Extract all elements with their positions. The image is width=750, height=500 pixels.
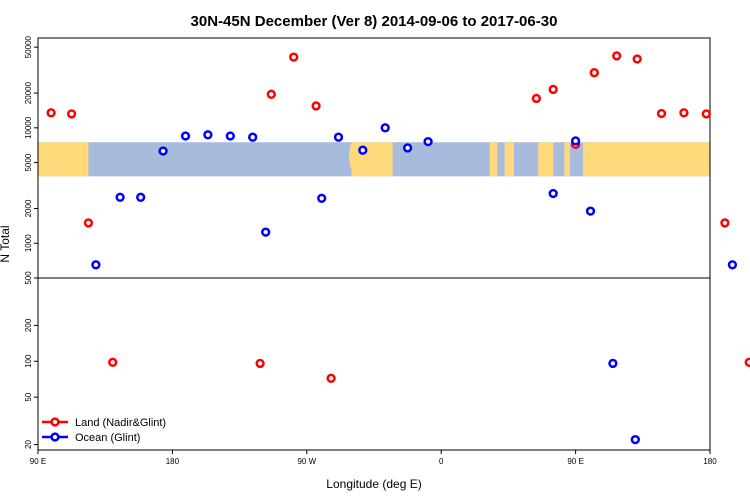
legend: Land (Nadir&Glint) Ocean (Glint) [42, 417, 166, 444]
land-point-6 [289, 52, 299, 62]
axis-ticks: 5001000200050001000020000500002050100200… [24, 35, 717, 466]
ocean-point-2 [136, 192, 146, 202]
ocean-point-16 [570, 136, 581, 146]
land-point-18 [720, 218, 730, 228]
land-point-7 [311, 101, 321, 111]
chart-title: 30N-45N December (Ver 8) 2014-09-06 to 2… [191, 13, 558, 30]
ocean-point-0 [91, 260, 101, 270]
data-points [46, 51, 750, 445]
ocean-point-12 [380, 123, 390, 133]
lower-y-tick-label-2: 100 [24, 354, 33, 368]
land-na-coast [349, 142, 354, 177]
ocean-point-5 [203, 130, 213, 140]
land-point-16 [679, 108, 689, 118]
ocean-point-19 [630, 434, 640, 445]
ocean-point-6 [225, 131, 235, 141]
legend-land-label: Land (Nadir&Glint) [75, 417, 166, 429]
upper-y-tick-label-4: 10000 [24, 116, 33, 139]
land-point-4 [255, 358, 265, 369]
legend-ocean-marker [50, 432, 60, 442]
upper-y-tick-label-3: 5000 [24, 153, 33, 171]
land-point-14 [632, 54, 642, 64]
x-tick-label-4: 90 E [567, 457, 583, 466]
land-point-1 [66, 109, 77, 119]
land-point-5 [266, 89, 276, 99]
land-anatolia-west [564, 142, 570, 177]
lower-y-tick-label-1: 50 [24, 392, 33, 401]
land-point-17 [701, 109, 711, 119]
land-point-13 [612, 51, 622, 61]
ocean-point-11 [358, 145, 368, 155]
ocean-point-3 [158, 146, 168, 156]
land-iberia [504, 142, 514, 177]
upper-y-tick-label-6: 50000 [24, 35, 33, 58]
land-point-19 [744, 357, 750, 367]
lower-y-tick-label-0: 20 [24, 440, 33, 449]
upper-y-tick-label-2: 2000 [24, 199, 33, 217]
plot-frame [37, 37, 711, 451]
ocean-point-13 [402, 143, 413, 153]
lower-y-tick-label-3: 200 [24, 318, 33, 332]
y-axis-label: N Total [0, 225, 12, 262]
ocean-point-7 [248, 132, 258, 142]
ocean-point-8 [261, 227, 271, 237]
land-europe-west [489, 142, 498, 177]
land-point-2 [83, 218, 94, 228]
ocean-point-14 [423, 136, 433, 147]
land-point-3 [108, 357, 118, 367]
chart-axes [37, 37, 711, 451]
land-north-america [351, 142, 393, 177]
ocean-point-9 [317, 193, 327, 203]
x-tick-label-3: 0 [439, 457, 444, 466]
land-point-10 [548, 84, 558, 95]
x-axis-label: Longitude (deg E) [326, 477, 421, 491]
land-japan [734, 142, 745, 176]
upper-y-tick-label-0: 500 [24, 271, 33, 285]
x-tick-label-2: 90 W [297, 457, 316, 466]
x-tick-label-1: 180 [166, 457, 180, 466]
legend-ocean-label: Ocean (Glint) [75, 432, 140, 444]
ocean-point-20 [727, 260, 738, 270]
land-asia-east [38, 142, 89, 177]
land-point-0 [46, 108, 56, 118]
land-italy-balkans [538, 142, 554, 177]
ocean-point-1 [115, 192, 125, 202]
world-map-band [38, 142, 745, 177]
upper-y-tick-label-1: 1000 [24, 234, 33, 252]
legend-land-marker [50, 417, 60, 427]
x-tick-label-0: 90 E [30, 457, 46, 466]
ocean-point-17 [585, 206, 596, 216]
ocean-point-10 [333, 132, 344, 142]
land-asia-central [583, 142, 710, 177]
land-point-12 [589, 68, 599, 78]
upper-y-tick-label-5: 20000 [24, 81, 33, 104]
land-point-15 [656, 108, 667, 119]
ocean-point-18 [608, 358, 618, 369]
land-point-8 [326, 373, 336, 383]
ocean-point-15 [548, 188, 558, 199]
ocean-point-4 [180, 131, 191, 141]
land-point-9 [531, 93, 542, 104]
x-tick-label-5: 180 [703, 457, 717, 466]
